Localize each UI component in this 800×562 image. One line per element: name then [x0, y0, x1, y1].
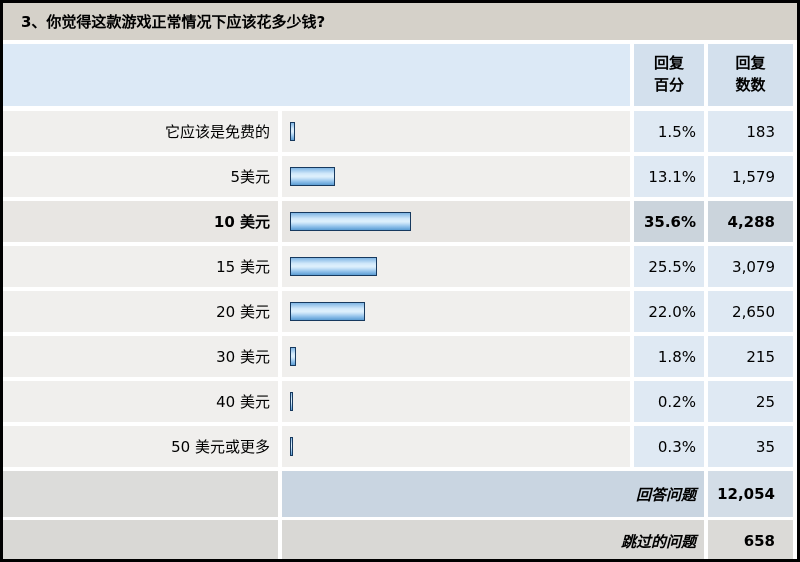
- results-table: 回复 百分 回复 数数 它应该是免费的 1.5% 183 5美元 13.1% 1…: [3, 44, 797, 559]
- footer-left-spacer: [3, 520, 278, 559]
- answer-count: 25: [708, 381, 793, 422]
- answer-percent: 35.6%: [634, 201, 704, 242]
- answer-row: 10 美元 35.6% 4,288: [3, 201, 797, 242]
- answer-bar: [290, 167, 335, 186]
- answer-bar-cell: [282, 246, 630, 287]
- answer-label: 5美元: [3, 156, 278, 197]
- answer-bar: [290, 437, 293, 456]
- answer-count: 215: [708, 336, 793, 377]
- answer-count: 1,579: [708, 156, 793, 197]
- answer-row: 20 美元 22.0% 2,650: [3, 291, 797, 332]
- question-title: 3、你觉得这款游戏正常情况下应该花多少钱?: [21, 13, 326, 31]
- answer-percent: 0.3%: [634, 426, 704, 467]
- skipped-question-row: 跳过的问题 658: [3, 520, 797, 559]
- header-response-percent: 回复 百分: [634, 44, 704, 106]
- answer-percent: 0.2%: [634, 381, 704, 422]
- answered-question-count: 12,054: [708, 471, 793, 517]
- answer-bar-cell: [282, 291, 630, 332]
- answer-bar-cell: [282, 381, 630, 422]
- answer-bar: [290, 392, 293, 411]
- answer-row: 15 美元 25.5% 3,079: [3, 246, 797, 287]
- skipped-question-count: 658: [708, 520, 793, 559]
- answer-bar: [290, 212, 411, 231]
- answer-percent: 25.5%: [634, 246, 704, 287]
- answered-question-row: 回答问题 12,054: [3, 471, 797, 517]
- footer-left-spacer: [3, 471, 278, 517]
- answer-count: 183: [708, 111, 793, 152]
- answer-row: 它应该是免费的 1.5% 183: [3, 111, 797, 152]
- header-response-count: 回复 数数: [708, 44, 793, 106]
- answer-label: 30 美元: [3, 336, 278, 377]
- answer-count: 4,288: [708, 201, 793, 242]
- answer-count: 35: [708, 426, 793, 467]
- answer-percent: 13.1%: [634, 156, 704, 197]
- answer-label: 10 美元: [3, 201, 278, 242]
- answer-bar: [290, 257, 377, 276]
- header-answers-spacer: [3, 44, 630, 106]
- answer-label: 50 美元或更多: [3, 426, 278, 467]
- answer-bar-cell: [282, 426, 630, 467]
- answer-percent: 1.8%: [634, 336, 704, 377]
- answer-row: 50 美元或更多 0.3% 35: [3, 426, 797, 467]
- question-title-bar: 3、你觉得这款游戏正常情况下应该花多少钱?: [3, 3, 797, 40]
- answered-question-label: 回答问题: [282, 471, 704, 517]
- answer-label: 15 美元: [3, 246, 278, 287]
- answer-bar-cell: [282, 156, 630, 197]
- answer-bar: [290, 122, 295, 141]
- rows-container: 它应该是免费的 1.5% 183 5美元 13.1% 1,579 10 美元 3…: [3, 111, 797, 467]
- answer-bar: [290, 302, 365, 321]
- answer-row: 30 美元 1.8% 215: [3, 336, 797, 377]
- answer-count: 3,079: [708, 246, 793, 287]
- answer-percent: 1.5%: [634, 111, 704, 152]
- skipped-question-label: 跳过的问题: [282, 520, 704, 559]
- answer-label: 40 美元: [3, 381, 278, 422]
- answer-bar: [290, 347, 296, 366]
- answer-bar-cell: [282, 201, 630, 242]
- answer-bar-cell: [282, 336, 630, 377]
- answer-row: 40 美元 0.2% 25: [3, 381, 797, 422]
- answer-count: 2,650: [708, 291, 793, 332]
- answer-label: 20 美元: [3, 291, 278, 332]
- answer-bar-cell: [282, 111, 630, 152]
- answer-row: 5美元 13.1% 1,579: [3, 156, 797, 197]
- answer-percent: 22.0%: [634, 291, 704, 332]
- answer-label: 它应该是免费的: [3, 111, 278, 152]
- table-header-row: 回复 百分 回复 数数: [3, 44, 797, 106]
